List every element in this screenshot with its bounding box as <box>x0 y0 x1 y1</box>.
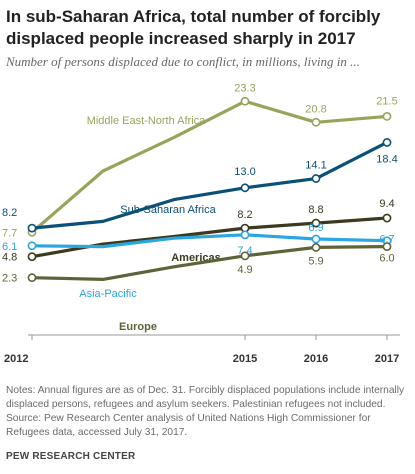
data-label-sub-saharan-africa-2017: 18.4 <box>376 153 397 165</box>
series-name-sub-saharan-africa: Sub-Saharan Africa <box>120 204 216 216</box>
chart-title: In sub-Saharan Africa, total number of f… <box>6 7 381 48</box>
data-label-europe-2012: 2.3 <box>2 273 17 285</box>
data-label-americas-2012: 4.8 <box>2 252 17 264</box>
data-label-sub-saharan-africa-2016: 14.1 <box>305 160 326 172</box>
notes-text: Notes: Annual figures are as of Dec. 31.… <box>6 385 405 410</box>
x-tick-label-2015: 2015 <box>233 353 257 365</box>
data-label-americas-2016: 8.8 <box>308 204 323 216</box>
data-point-asia-pacific-2015 <box>240 230 250 240</box>
data-label-sub-saharan-africa-2015: 13.0 <box>234 166 255 178</box>
series-line-sub-saharan-africa <box>30 140 389 230</box>
data-label-middle-east-north-africa-2017: 21.5 <box>376 95 397 107</box>
chart-subtitle: Number of persons displaced due to confl… <box>6 54 360 69</box>
chart-notes: Notes: Annual figures are as of Dec. 31.… <box>6 384 411 440</box>
data-point-middle-east-north-africa-2016 <box>311 117 321 127</box>
brand-label: PEW RESEARCH CENTER <box>6 451 136 462</box>
series-line-europe <box>30 245 389 281</box>
line-chart: 2012 2015 2016 2017 7.7 23.3 20.8 21.5 Middle Ea… <box>2 82 400 365</box>
series-name-middle-east-north-africa: Middle East-North Africa <box>87 115 206 127</box>
data-label-europe-2017: 6.0 <box>379 253 394 265</box>
data-label-asia-pacific-2016: 6.9 <box>308 222 323 234</box>
data-point-middle-east-north-africa-2015 <box>240 96 250 106</box>
series-line-middle-east-north-africa <box>30 99 389 234</box>
data-point-middle-east-north-africa-2017 <box>382 112 392 121</box>
series-name-asia-pacific: Asia-Pacific <box>79 288 137 300</box>
data-point-sub-saharan-africa-2017 <box>382 138 392 147</box>
data-label-asia-pacific-2017: 6.7 <box>379 234 394 246</box>
data-label-asia-pacific-2012: 6.1 <box>2 241 17 253</box>
data-point-europe-2016 <box>311 243 321 252</box>
series-line-asia-pacific <box>30 233 389 249</box>
data-point-europe-2017 <box>382 242 392 251</box>
data-label-middle-east-north-africa-2016: 20.8 <box>305 103 326 115</box>
data-label-middle-east-north-africa-2012: 7.7 <box>2 227 17 239</box>
x-tick-label-2016: 2016 <box>304 353 328 365</box>
x-tick-label-2017: 2017 <box>375 353 399 365</box>
data-point-sub-saharan-africa-2015 <box>240 183 250 193</box>
source-text: Source: Pew Research Center analysis of … <box>6 413 371 438</box>
data-label-americas-2015: 8.2 <box>237 209 252 221</box>
data-point-sub-saharan-africa-2016 <box>311 174 321 183</box>
data-point-asia-pacific-2012 <box>27 241 37 251</box>
data-label-americas-2017: 9.4 <box>379 198 394 210</box>
data-label-sub-saharan-africa-2012: 8.2 <box>2 207 17 219</box>
data-point-europe-2012 <box>27 273 37 283</box>
series-name-europe: Europe <box>119 321 157 333</box>
x-tick-label-2012: 2012 <box>4 353 28 365</box>
data-label-middle-east-north-africa-2015: 23.3 <box>234 82 255 94</box>
data-label-europe-2015: 4.9 <box>237 264 252 276</box>
data-point-americas-2012 <box>27 252 37 262</box>
data-label-europe-2016: 5.9 <box>308 255 323 267</box>
data-point-europe-2015 <box>240 251 250 261</box>
data-point-asia-pacific-2016 <box>311 234 321 244</box>
data-point-americas-2016 <box>311 218 321 228</box>
data-point-sub-saharan-africa-2012 <box>27 223 37 233</box>
data-point-americas-2017 <box>382 213 392 223</box>
